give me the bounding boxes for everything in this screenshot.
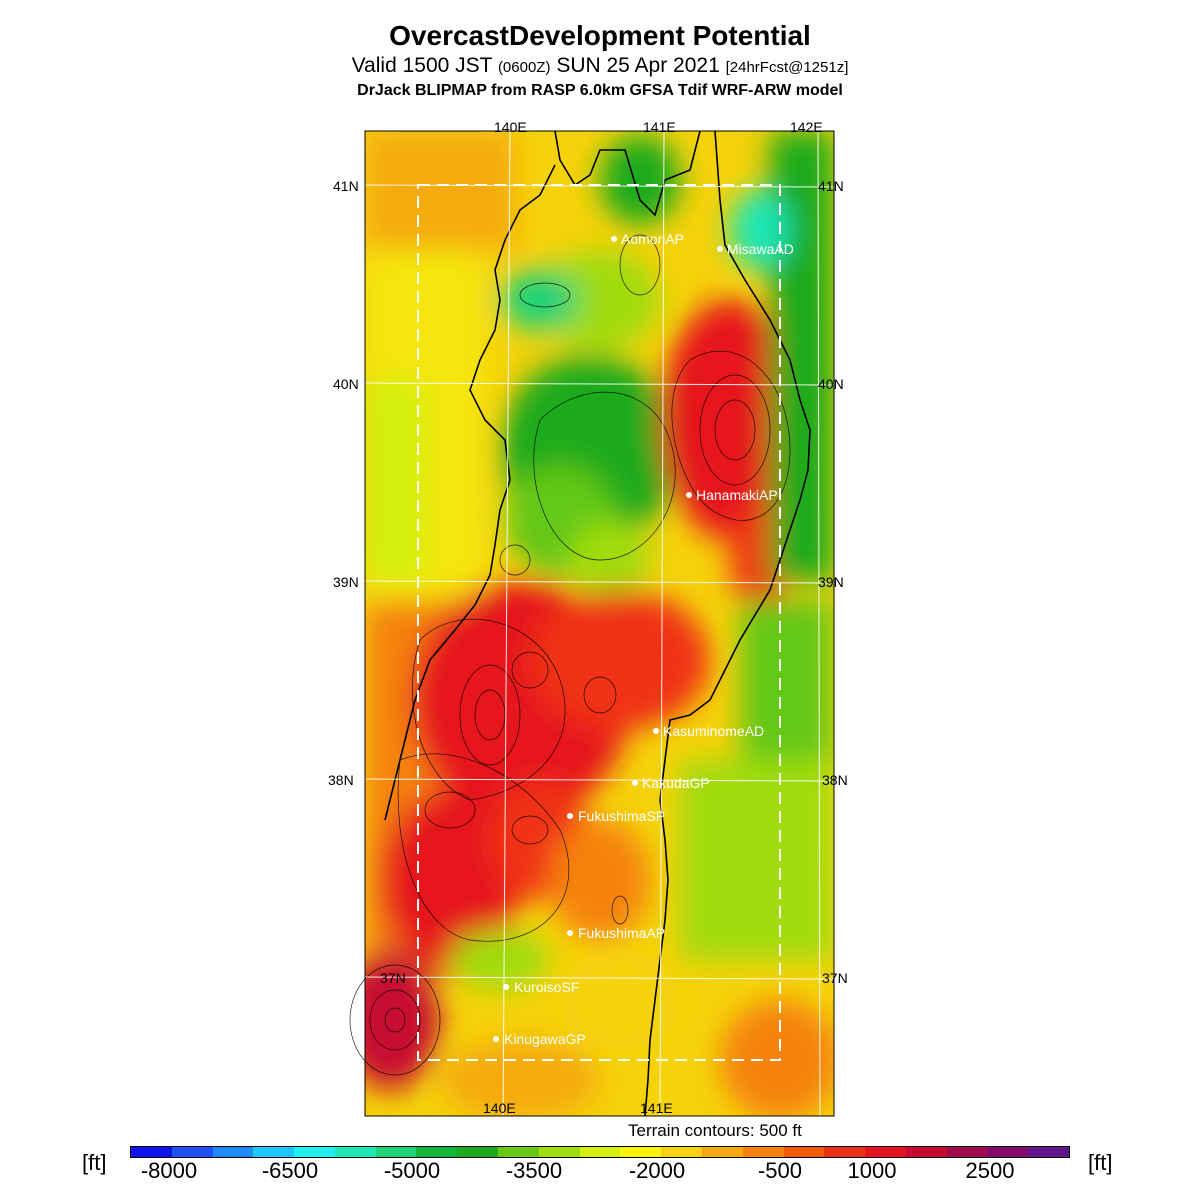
station-dot xyxy=(503,984,509,990)
colorbar-swatch xyxy=(538,1147,580,1157)
lat-label-left: 39N xyxy=(333,574,359,590)
lat-label-left: 38N xyxy=(328,772,354,788)
colorbar-swatch xyxy=(661,1147,702,1157)
station-dot xyxy=(632,780,638,786)
valid-date: SUN 25 Apr 2021 xyxy=(556,54,720,77)
colorbar-swatch xyxy=(905,1147,947,1157)
valid-prefix: Valid 1500 JST xyxy=(351,54,493,77)
colorbar-swatch xyxy=(865,1147,906,1157)
station-label: KuroisoSF xyxy=(514,979,579,995)
terrain-contours xyxy=(349,234,791,1076)
station-label: MisawaAD xyxy=(727,241,794,257)
station-label: HanamakiAP xyxy=(696,487,778,503)
colorbar-swatch xyxy=(742,1147,784,1157)
colorbar-swatch xyxy=(824,1147,866,1157)
lon-label-top: 140E xyxy=(494,119,527,135)
station-label: KinugawaGP xyxy=(504,1031,586,1047)
colorbar-tick-label: -500 xyxy=(757,1158,803,1183)
colorbar-swatch xyxy=(987,1147,1029,1157)
station-label: KasuminomeAD xyxy=(663,723,764,739)
lat-label-right: 37N xyxy=(822,970,848,986)
forecast-info: [24hrFcst@1251z] xyxy=(725,59,849,76)
map-field xyxy=(365,131,834,1116)
map-border xyxy=(364,130,835,1117)
colorbar-swatch xyxy=(457,1147,499,1157)
lat-label-right: 41N xyxy=(818,178,844,194)
colorbar-swatch xyxy=(375,1147,417,1157)
colorbar-swatch xyxy=(212,1147,254,1157)
lat-label-left: 40N xyxy=(333,376,359,392)
station-dot xyxy=(493,1036,499,1042)
colorbar-swatch xyxy=(171,1147,213,1157)
colorbar-swatch xyxy=(131,1147,172,1157)
lat-label-left: 41N xyxy=(333,178,359,194)
terrain-contour-note: Terrain contours: 500 ft xyxy=(628,1121,802,1140)
colorbar-tick-labels: -8000 -6500 -5000 -3500 -2000 -500 1000 … xyxy=(130,1158,1068,1188)
model-info: DrJack BLIPMAP from RASP 6.0km GFSA Tdif… xyxy=(357,82,843,99)
colorbar-tick-label: -2000 xyxy=(628,1158,686,1183)
station-dot xyxy=(567,813,573,819)
colorbar-swatch xyxy=(253,1147,295,1157)
station-dot xyxy=(653,728,659,734)
lon-label-top: 142E xyxy=(790,119,823,135)
colorbar-tick-label: -8000 xyxy=(140,1158,198,1183)
station-dot xyxy=(611,236,617,242)
lon-label-bottom: 141E xyxy=(640,1100,673,1116)
station-label: AomoriAP xyxy=(621,231,684,247)
lon-label-top: 141E xyxy=(643,119,676,135)
lat-label-right: 40N xyxy=(818,376,844,392)
lon-label-bottom: 140E xyxy=(483,1100,516,1116)
colorbar-swatch xyxy=(946,1147,988,1157)
valid-time: Valid 1500 JST (0600Z) SUN 25 Apr 2021 [… xyxy=(0,54,1200,78)
colorbar-unit-left: [ft] xyxy=(82,1150,107,1175)
lat-label-left: 37N xyxy=(380,970,406,986)
colorbar-swatch xyxy=(498,1147,539,1157)
station-dot xyxy=(686,492,692,498)
colorbar-swatch xyxy=(294,1147,335,1157)
colorbar-swatch xyxy=(701,1147,743,1157)
colorbar-tick-label: 2500 xyxy=(965,1158,1015,1183)
colorbar-tick-label: -5000 xyxy=(383,1158,441,1183)
station-markers: AomoriAP MisawaAD HanamakiAP KasuminomeA… xyxy=(493,231,794,1047)
colorbar-swatch xyxy=(620,1147,662,1157)
station-label: FukushimaAP xyxy=(578,925,665,941)
colorbar-swatch xyxy=(416,1147,458,1157)
colorbar-swatch xyxy=(579,1147,621,1157)
station-label: FukushimaSP xyxy=(578,808,665,824)
inner-domain-box xyxy=(417,184,781,1061)
colorbar-tick-label: -3500 xyxy=(505,1158,563,1183)
station-dot xyxy=(567,930,573,936)
lat-label-right: 38N xyxy=(822,772,848,788)
map-title: OvercastDevelopment Potential xyxy=(389,20,811,51)
colorbar-swatch xyxy=(1028,1147,1069,1157)
colorbar-tick-label: -6500 xyxy=(261,1158,319,1183)
colorbar-swatch xyxy=(783,1147,825,1157)
colorbar-tick-label: 1000 xyxy=(847,1158,897,1183)
lat-label-right: 39N xyxy=(818,574,844,590)
station-label: KakudaGP xyxy=(642,775,710,791)
valid-utc: (0600Z) xyxy=(497,59,551,76)
colorbar-swatch xyxy=(334,1147,376,1157)
station-dot xyxy=(717,246,723,252)
colorbar-unit-right: [ft] xyxy=(1088,1150,1113,1175)
colorbar xyxy=(130,1146,1070,1158)
